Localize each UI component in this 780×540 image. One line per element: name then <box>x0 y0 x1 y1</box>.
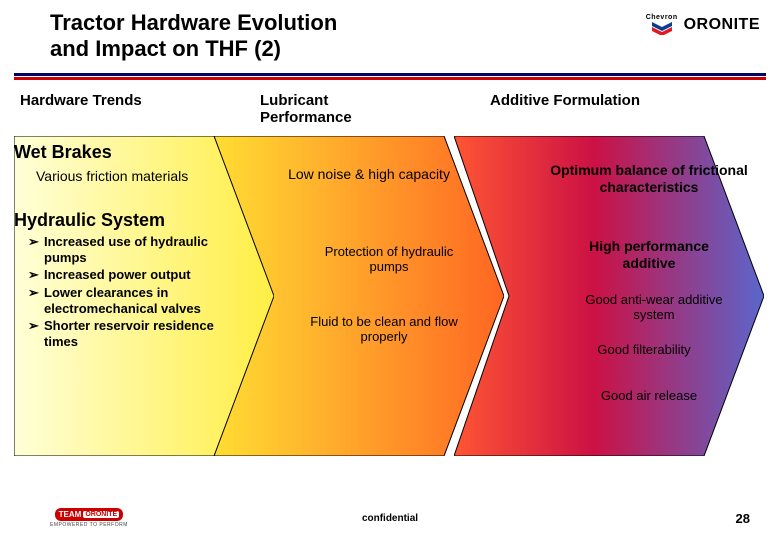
slide-footer: TEAM ORONITE EMPOWERED TO PERFORM confid… <box>0 508 780 528</box>
hydraulic-list: Increased use of hydraulic pumps Increas… <box>14 234 224 352</box>
text-various-friction: Various friction materials <box>36 168 196 185</box>
list-item: Increased use of hydraulic pumps <box>32 234 224 267</box>
chevron-text: Chevron <box>646 14 678 21</box>
team-logo: TEAM ORONITE EMPOWERED TO PERFORM <box>50 508 128 528</box>
column-headers: Hardware Trends Lubricant Performance Ad… <box>0 80 780 136</box>
text-air-release: Good air release <box>554 388 744 404</box>
team-sub: EMPOWERED TO PERFORM <box>50 522 128 528</box>
text-optimum: Optimum balance of frictional characteri… <box>544 162 754 196</box>
confidential-label: confidential <box>362 513 418 524</box>
slide-title: Tractor Hardware Evolution and Impact on… <box>50 10 730 63</box>
col-header-1: Hardware Trends <box>20 92 260 126</box>
col-header-3: Additive Formulation <box>490 92 760 126</box>
text-low-noise: Low noise & high capacity <box>284 166 454 183</box>
oronite-text: ORONITE <box>684 16 760 34</box>
content-overlay: Wet Brakes Various friction materials Hy… <box>14 136 766 456</box>
heading-wet-brakes: Wet Brakes <box>14 142 112 163</box>
list-item: Shorter reservoir residence times <box>32 318 224 351</box>
text-high-perf: High performance additive <box>564 238 734 272</box>
text-fluid-clean: Fluid to be clean and flow properly <box>294 314 474 345</box>
text-filterability: Good filterability <box>554 342 734 358</box>
team-badge: TEAM ORONITE <box>55 508 124 521</box>
list-item: Lower clearances in electromechanical va… <box>32 285 224 318</box>
list-item: Increased power output <box>32 267 224 283</box>
page-number: 28 <box>736 511 750 526</box>
team-brand: ORONITE <box>83 511 119 518</box>
col-header-2: Lubricant Performance <box>260 92 490 126</box>
chevron-icon <box>651 21 673 35</box>
rule-dark <box>14 73 766 76</box>
arrows-area: Wet Brakes Various friction materials Hy… <box>14 136 766 456</box>
team-text: TEAM <box>59 510 82 519</box>
text-anti-wear: Good anti-wear additive system <box>564 292 744 323</box>
text-protection: Protection of hydraulic pumps <box>304 244 474 275</box>
brand-logo-area: Chevron ORONITE <box>646 14 760 35</box>
chevron-logo: Chevron <box>646 14 678 35</box>
heading-hydraulic: Hydraulic System <box>14 210 165 231</box>
